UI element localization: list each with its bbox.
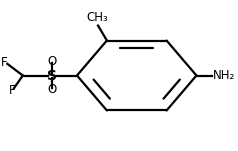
Text: F: F [8, 84, 15, 97]
Text: F: F [1, 56, 7, 69]
Text: NH₂: NH₂ [213, 69, 235, 82]
Text: O: O [47, 55, 56, 68]
Text: S: S [47, 69, 57, 82]
Text: O: O [47, 83, 56, 96]
Text: CH₃: CH₃ [86, 11, 108, 24]
